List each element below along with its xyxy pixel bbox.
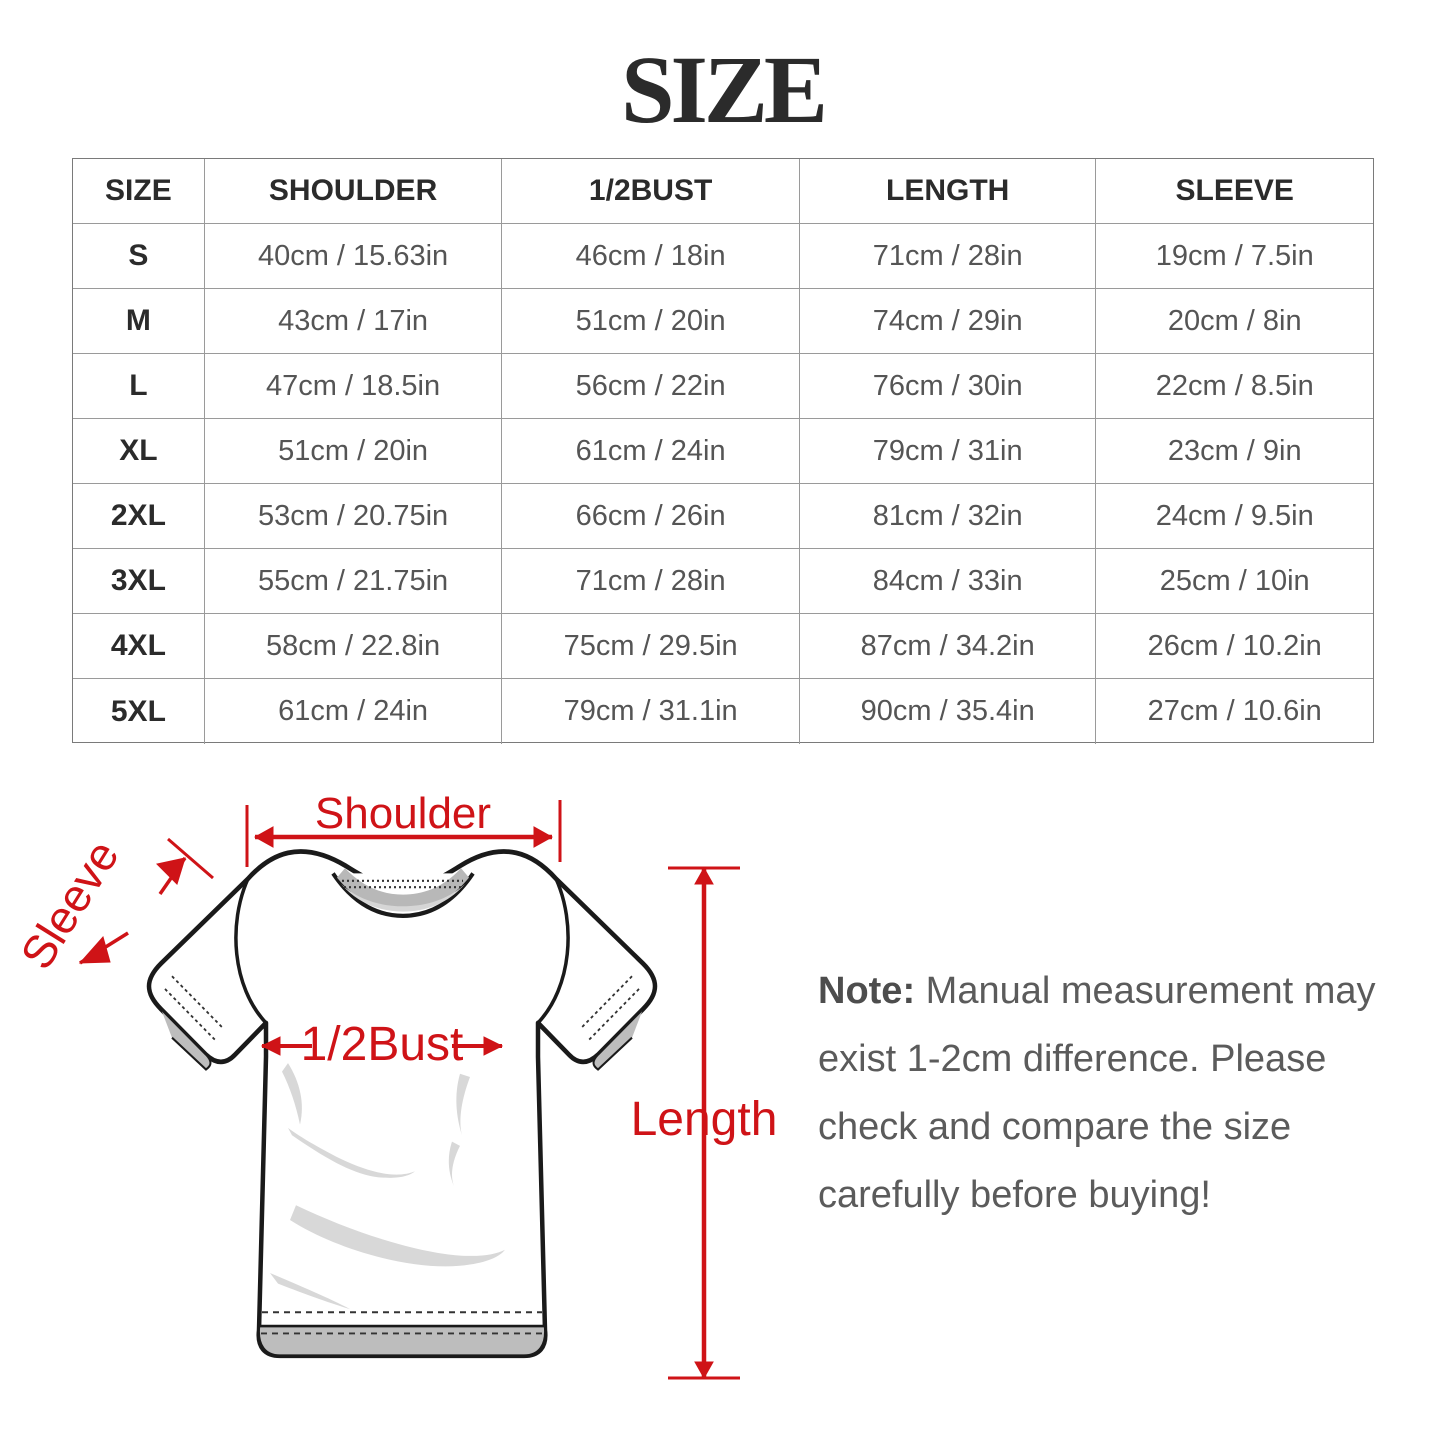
svg-text:1/2Bust: 1/2Bust: [301, 1018, 464, 1071]
svg-text:Length: Length: [631, 1093, 778, 1146]
svg-text:Sleeve: Sleeve: [10, 831, 129, 978]
svg-text:Shoulder: Shoulder: [315, 789, 491, 838]
